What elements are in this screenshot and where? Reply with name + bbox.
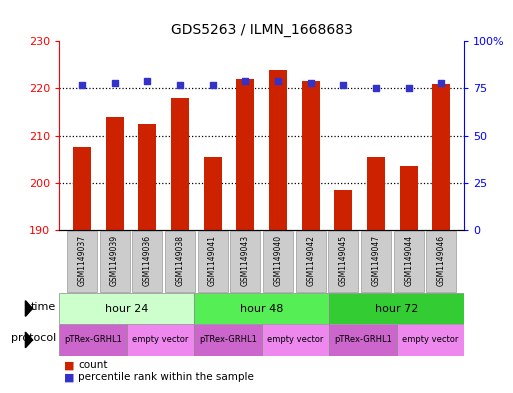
Text: protocol: protocol (11, 333, 56, 343)
Point (307, 80, 315, 86)
FancyBboxPatch shape (263, 231, 293, 292)
Bar (73, 147, 91, 230)
Bar (138, 124, 156, 230)
FancyBboxPatch shape (127, 324, 194, 356)
Point (274, 78, 282, 84)
Title: GDS5263 / ILMN_1668683: GDS5263 / ILMN_1668683 (171, 24, 352, 37)
Text: GSM1149038: GSM1149038 (175, 235, 184, 286)
Point (78, 81, 86, 88)
Text: count: count (78, 360, 108, 371)
Text: GSM1149047: GSM1149047 (371, 235, 381, 286)
Point (437, 80, 445, 86)
FancyBboxPatch shape (132, 231, 162, 292)
Point (372, 85, 380, 92)
FancyBboxPatch shape (393, 231, 424, 292)
Text: pTRex-GRHL1: pTRex-GRHL1 (64, 336, 122, 344)
Text: empty vector: empty vector (402, 336, 459, 344)
Point (208, 81, 216, 88)
FancyBboxPatch shape (328, 231, 359, 292)
Text: GSM1149039: GSM1149039 (110, 235, 119, 286)
Text: empty vector: empty vector (267, 336, 324, 344)
Text: empty vector: empty vector (132, 336, 188, 344)
Text: GSM1149043: GSM1149043 (241, 235, 250, 286)
FancyBboxPatch shape (397, 324, 464, 356)
Text: GSM1149041: GSM1149041 (208, 235, 217, 286)
Text: GSM1149045: GSM1149045 (339, 235, 348, 286)
Point (176, 81, 184, 88)
Bar (334, 190, 352, 230)
FancyBboxPatch shape (361, 231, 391, 292)
Text: GSM1149037: GSM1149037 (77, 235, 86, 286)
Polygon shape (26, 332, 33, 348)
FancyBboxPatch shape (67, 231, 97, 292)
Point (110, 80, 119, 86)
FancyBboxPatch shape (198, 231, 228, 292)
FancyBboxPatch shape (329, 324, 397, 356)
Text: ■: ■ (64, 360, 74, 371)
Text: hour 24: hour 24 (105, 303, 148, 314)
Point (143, 78, 151, 84)
FancyBboxPatch shape (230, 231, 260, 292)
FancyBboxPatch shape (59, 324, 127, 356)
Text: ■: ■ (64, 372, 74, 382)
FancyBboxPatch shape (59, 293, 194, 324)
Bar (106, 117, 124, 230)
Bar (432, 84, 450, 230)
FancyBboxPatch shape (100, 231, 130, 292)
FancyBboxPatch shape (295, 231, 326, 292)
Bar (236, 79, 254, 230)
FancyBboxPatch shape (329, 293, 464, 324)
FancyBboxPatch shape (262, 324, 329, 356)
Bar (367, 157, 385, 230)
Bar (400, 166, 418, 230)
Text: percentile rank within the sample: percentile rank within the sample (78, 372, 254, 382)
Bar (171, 98, 189, 230)
Point (405, 85, 413, 92)
Text: time: time (31, 301, 56, 312)
Text: GSM1149040: GSM1149040 (273, 235, 283, 286)
Text: hour 72: hour 72 (375, 303, 419, 314)
Point (339, 81, 347, 88)
Bar (302, 81, 320, 230)
Text: GSM1149042: GSM1149042 (306, 235, 315, 286)
Text: GSM1149036: GSM1149036 (143, 235, 152, 286)
Text: pTRex-GRHL1: pTRex-GRHL1 (199, 336, 257, 344)
Bar (269, 70, 287, 230)
Text: hour 48: hour 48 (240, 303, 283, 314)
Polygon shape (26, 301, 33, 316)
FancyBboxPatch shape (194, 293, 329, 324)
FancyBboxPatch shape (426, 231, 457, 292)
Text: GSM1149044: GSM1149044 (404, 235, 413, 286)
Text: GSM1149046: GSM1149046 (437, 235, 446, 286)
Bar (204, 157, 222, 230)
FancyBboxPatch shape (165, 231, 195, 292)
Text: pTRex-GRHL1: pTRex-GRHL1 (334, 336, 392, 344)
Point (241, 78, 249, 84)
FancyBboxPatch shape (194, 324, 262, 356)
